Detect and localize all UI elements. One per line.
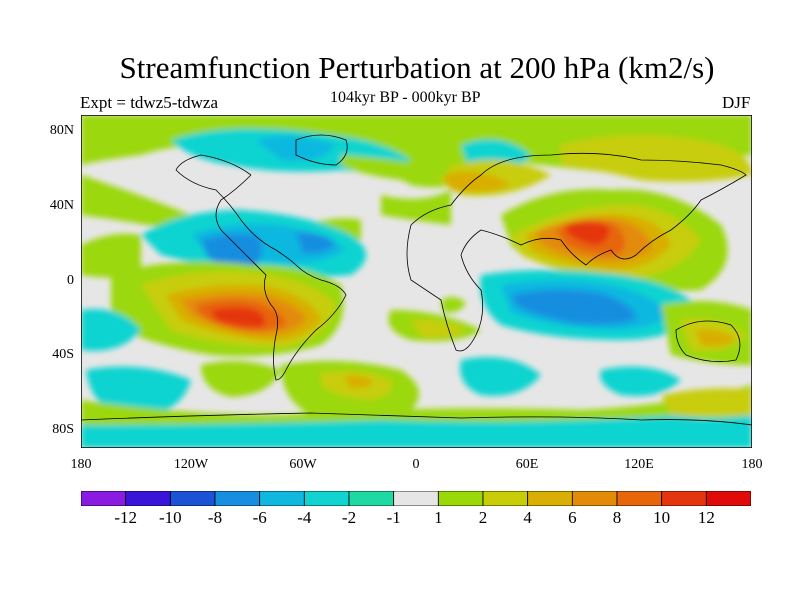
- colorbar-label: -12: [114, 508, 137, 527]
- colorbar-swatch: [348, 491, 395, 506]
- x-tick-label: 0: [412, 457, 420, 472]
- y-tick-label: 80N: [49, 123, 74, 138]
- experiment-label: Expt = tdwz5-tdwza: [80, 93, 218, 112]
- colorbar-swatch: [393, 491, 439, 506]
- colorbar-swatch: [482, 491, 529, 506]
- x-tick-label: 180: [70, 457, 92, 472]
- colorbar-swatch: [169, 491, 216, 506]
- colorbar-swatch: [125, 491, 171, 506]
- colorbar-swatch: [81, 491, 127, 506]
- y-tick-label: 40S: [52, 347, 74, 362]
- colorbar-label: 12: [697, 508, 715, 527]
- colorbar-swatch: [437, 491, 484, 506]
- colorbar-label: 6: [568, 508, 577, 527]
- colorbar-label: -10: [158, 508, 182, 527]
- x-tick-label: 120W: [173, 457, 209, 472]
- colorbar-label: 4: [523, 508, 532, 527]
- colorbar-label: -6: [252, 508, 267, 527]
- colorbar-label: -2: [341, 508, 357, 527]
- colorbar-swatch: [527, 491, 573, 506]
- chart-title: Streamfunction Perturbation at 200 hPa (…: [119, 50, 715, 85]
- x-tick-label: 60E: [515, 457, 539, 472]
- colorbar-label: -1: [386, 508, 401, 527]
- colorbar-swatch: [571, 491, 618, 506]
- y-tick-label: 40N: [49, 198, 74, 213]
- colorbar-label: 1: [434, 508, 443, 527]
- coastlines: [81, 134, 752, 426]
- y-tick-label: 0: [67, 273, 74, 288]
- x-tick-label: 60W: [289, 457, 317, 472]
- y-tick-label: 80S: [52, 422, 74, 437]
- season-label: DJF: [722, 93, 751, 112]
- colorbar-swatch: [214, 491, 261, 506]
- contour-fills: [81, 115, 752, 448]
- colorbar-label: 2: [478, 508, 488, 527]
- colorbar-label: -4: [297, 508, 312, 527]
- colorbar: [81, 491, 751, 506]
- colorbar-swatch: [705, 491, 751, 506]
- colorbar-label: -8: [207, 508, 223, 527]
- x-tick-label: 120E: [624, 457, 654, 472]
- subtitle: 104kyr BP - 000kyr BP: [330, 89, 481, 106]
- colorbar-swatch: [661, 491, 707, 506]
- colorbar-swatch: [303, 491, 350, 506]
- colorbar-swatch: [259, 491, 305, 506]
- colorbar-label: 8: [612, 508, 622, 527]
- colorbar-label: 10: [653, 508, 671, 527]
- colorbar-swatch: [616, 491, 663, 506]
- x-tick-label: 180: [741, 457, 763, 472]
- streamfunction-map: [81, 115, 752, 448]
